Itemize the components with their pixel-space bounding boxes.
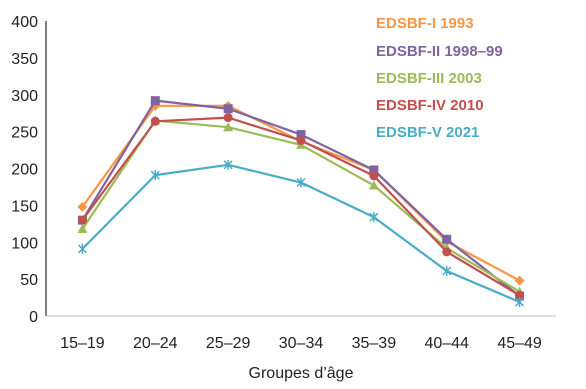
- legend: EDSBF-I 1993 EDSBF-II 1998–99 EDSBF-III 20…: [376, 15, 503, 141]
- x-axis: 15–19 20–24 25–29 30–34 35–39 40–44 45–49: [46, 315, 556, 352]
- data-point: [368, 180, 379, 190]
- data-point: [150, 96, 160, 106]
- data-point: [515, 296, 525, 307]
- data-point: [296, 130, 306, 140]
- data-point: [77, 223, 88, 233]
- y-axis: 0 50 100 150 200 250 300 350 400: [11, 14, 47, 326]
- legend-entry: EDSBF-V 2021: [376, 124, 479, 141]
- data-point: [442, 247, 452, 257]
- data-point: [223, 113, 233, 123]
- data-point: [296, 135, 306, 145]
- y-tick-label: 400: [11, 14, 38, 31]
- data-point: [515, 290, 525, 300]
- y-tick-label: 0: [29, 309, 38, 326]
- data-point: [442, 234, 452, 244]
- data-point: [150, 170, 160, 181]
- legend-entry: EDSBF-III 2003: [376, 70, 482, 87]
- series-5: [77, 159, 525, 307]
- data-point: [296, 177, 306, 188]
- y-tick-label: 50: [20, 272, 38, 289]
- legend-entry: EDSBF-IV 2010: [376, 97, 484, 114]
- data-point: [223, 104, 233, 114]
- data-point: [369, 171, 379, 181]
- data-point: [150, 116, 160, 126]
- y-tick-label: 150: [11, 198, 38, 215]
- data-point: [77, 215, 87, 225]
- series-4: [77, 113, 525, 300]
- data-point: [369, 212, 379, 223]
- data-point: [442, 266, 452, 277]
- x-tick-label: 15–19: [60, 335, 105, 352]
- legend-entry: EDSBF-I 1993: [376, 15, 474, 32]
- series-layer: [77, 96, 525, 307]
- x-tick-label: 35–39: [352, 335, 397, 352]
- data-point: [369, 165, 379, 175]
- x-tick-label: 20–24: [133, 335, 178, 352]
- x-tick-label: 25–29: [206, 335, 251, 352]
- data-point: [223, 159, 233, 170]
- x-tick-label: 30–34: [279, 335, 324, 352]
- data-point: [77, 201, 88, 212]
- y-tick-label: 100: [11, 235, 38, 252]
- x-tick-label: 45–49: [497, 335, 542, 352]
- x-axis-title: Groupes d’âge: [249, 365, 354, 382]
- legend-entry: EDSBF-II 1998–99: [376, 43, 503, 60]
- y-tick-label: 200: [11, 162, 38, 179]
- x-tick-label: 40–44: [424, 335, 469, 352]
- y-tick-label: 350: [11, 51, 38, 68]
- data-point: [77, 243, 87, 254]
- y-tick-label: 250: [11, 125, 38, 142]
- data-point: [223, 122, 234, 132]
- data-point: [514, 275, 525, 286]
- y-tick-label: 300: [11, 88, 38, 105]
